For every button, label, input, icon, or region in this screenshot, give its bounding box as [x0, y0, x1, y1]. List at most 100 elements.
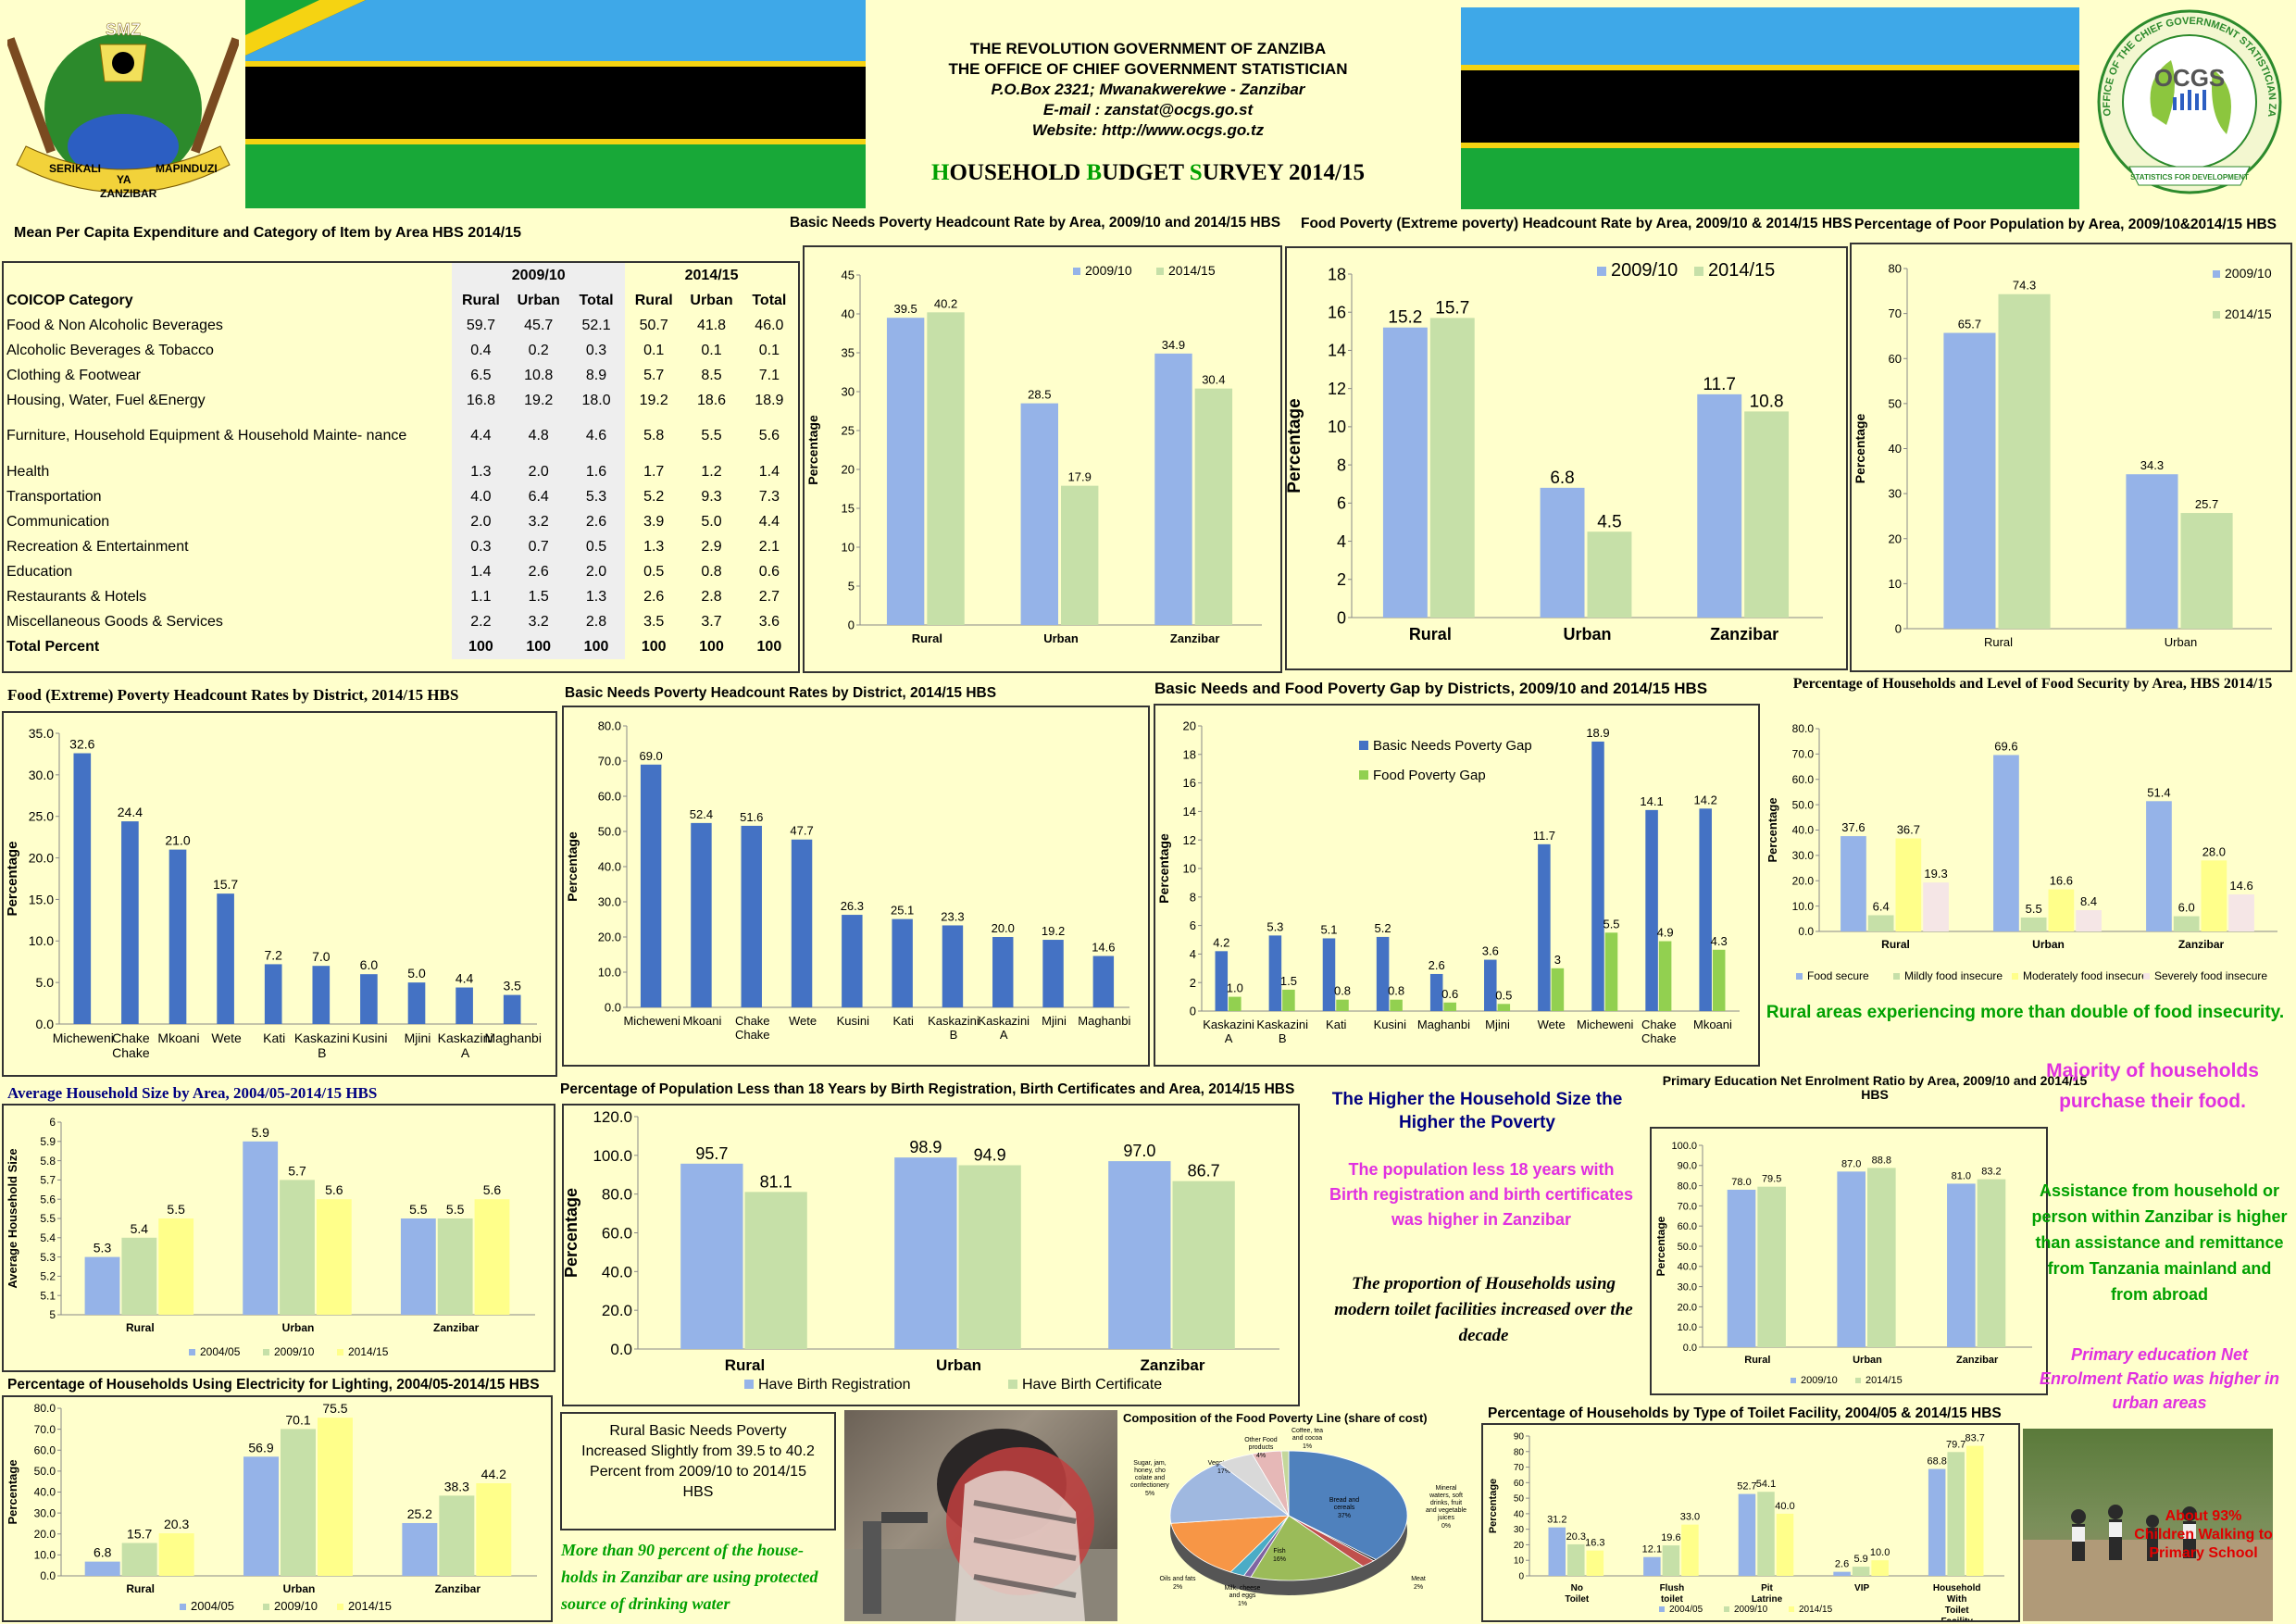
data-label: 20.3: [164, 1517, 189, 1531]
row-value: 5.8: [643, 428, 665, 443]
pie-label: Oils and fats: [1160, 1576, 1196, 1582]
year-header-2: 2014/15: [684, 267, 739, 283]
data-label: 6.8: [94, 1545, 112, 1560]
data-label: 3: [1554, 953, 1561, 967]
legend-swatch: [2213, 270, 2220, 278]
chart-c6: 0 2 4 6 8 10 12 14 16 18 20 Percentage 4.2 1.0 Kaskazi…: [1156, 719, 1740, 1045]
category-label: Rural: [126, 1582, 155, 1595]
category-label: Kusini: [352, 1031, 387, 1045]
bar: [73, 753, 92, 1024]
c6-title: Basic Needs and Food Poverty Gap by Dist…: [1154, 680, 1708, 697]
bar: [2146, 801, 2172, 931]
y-tick-label: 25.0: [29, 809, 54, 824]
row-value: 0.7: [509, 534, 568, 559]
pie-label-line: honey, cho: [1134, 1468, 1166, 1474]
note-household-size: The Higher the Household Size the Higher…: [1331, 1090, 1623, 1132]
category-label: Kaskazini A: [978, 1014, 1029, 1042]
row-category: Miscellaneous Goods & Services: [6, 613, 223, 630]
data-label: 32.6: [69, 737, 94, 752]
bar: [317, 1418, 353, 1576]
y-tick-label: 5.1: [40, 1289, 56, 1302]
data-label: 2.6: [1429, 958, 1445, 972]
y-tick-label: 0: [1190, 1005, 1196, 1018]
data-label: 5.0: [407, 966, 426, 981]
bar: [121, 821, 139, 1024]
data-label: 28.0: [2202, 844, 2226, 858]
data-label: 78.0: [1731, 1177, 1751, 1188]
photo-water-tap: [844, 1410, 1117, 1621]
y-tick-label: 16: [1328, 304, 1346, 322]
category-label: Rural: [1881, 938, 1910, 951]
data-label: 2.6: [1835, 1559, 1849, 1570]
category-label-line: Kaskazini: [438, 1031, 493, 1045]
bar: [158, 1218, 194, 1315]
pie-label-line: Bread and: [1329, 1497, 1359, 1504]
pie-slice: [1288, 1450, 1408, 1560]
y-tick-label: 5.9: [40, 1135, 56, 1148]
bar: [894, 1157, 957, 1349]
data-label: 5.5: [2026, 902, 2042, 916]
survey-title-part: URVEY 2014/15: [1202, 160, 1365, 185]
row-value: 2.8: [701, 588, 722, 605]
row-category: Transportation: [6, 488, 102, 505]
legend-label: Basic Needs Poverty Gap: [1373, 738, 1532, 754]
bar: [316, 1199, 352, 1315]
note-purchase: Majority of households purchase their fo…: [2046, 1060, 2259, 1112]
data-label: 11.7: [1533, 829, 1555, 843]
y-tick-label: 40: [1889, 442, 1902, 456]
note-birth: The population less 18 years with Birth …: [1329, 1160, 1634, 1229]
data-label: 18.9: [1586, 726, 1609, 740]
category-label-line: Chake: [1641, 1031, 1677, 1045]
data-label: 4.5: [1597, 512, 1621, 531]
y-tick-label: 50.0: [34, 1465, 56, 1478]
y-tick-label: 5.3: [40, 1251, 56, 1264]
data-label: 3.6: [1482, 944, 1499, 958]
pie-label-line: waters, soft: [1429, 1493, 1463, 1499]
y-axis-label: Percentage: [5, 842, 20, 917]
data-label: 14.6: [2229, 879, 2252, 893]
data-label: 5.3: [94, 1241, 112, 1255]
data-label: 11.7: [1703, 375, 1736, 394]
row-value: 1.6: [567, 459, 626, 484]
category-label: Kusini: [1374, 1018, 1407, 1031]
category-label: Urban: [1563, 625, 1611, 643]
pie-label-line: Oils and fats: [1160, 1576, 1196, 1582]
bar: [1020, 403, 1058, 625]
bar: [1681, 1524, 1699, 1576]
c1-title: Basic Needs Poverty Headcount Rate by Ar…: [790, 215, 1281, 231]
y-tick-label: 35: [842, 346, 855, 360]
y-tick-label: 12: [1328, 380, 1346, 398]
legend-label: Food Poverty Gap: [1373, 768, 1486, 783]
y-tick-label: 30: [842, 385, 855, 399]
y-tick-label: 20.0: [34, 1528, 56, 1541]
y-tick-label: 10.0: [1678, 1322, 1697, 1333]
row-value: 3.2: [509, 509, 568, 534]
row-value: 9.3: [701, 488, 722, 505]
bar: [886, 318, 925, 625]
data-label: 15.2: [1388, 308, 1422, 328]
category-label: Zanzibar: [1710, 625, 1778, 643]
row-value: 100: [699, 638, 724, 655]
pie-pct: 1%: [1238, 1601, 1247, 1607]
category-label: Zanzibar: [433, 1321, 480, 1334]
header-block: THE REVOLUTION GOVERNMENT OF ZANZIBA THE…: [907, 39, 1389, 141]
y-tick-label: 5: [49, 1308, 56, 1321]
y-tick-label: 50.0: [598, 825, 621, 839]
category-label: Kaskazini B: [294, 1031, 350, 1060]
data-label: 19.6: [1661, 1532, 1680, 1543]
pie-label-line: Sugar, jam,: [1133, 1460, 1166, 1467]
bar: [439, 1495, 475, 1576]
y-tick-label: 50: [1889, 396, 1902, 410]
category-label-line: No: [1571, 1583, 1583, 1593]
pie-label-line: juices: [1437, 1515, 1454, 1521]
data-label: 21.0: [165, 833, 190, 848]
pie-label-line: and eggs: [1229, 1593, 1256, 1599]
category-label-line: A: [1000, 1028, 1008, 1042]
pie-pct: 17%: [1217, 1468, 1230, 1475]
data-label: 47.7: [790, 824, 813, 838]
row-value: 3.6: [758, 613, 780, 630]
y-tick-label: 5.0: [36, 975, 55, 990]
row-value: 59.7: [452, 313, 510, 338]
bar: [121, 1543, 157, 1576]
data-label: 6.0: [2178, 901, 2195, 915]
